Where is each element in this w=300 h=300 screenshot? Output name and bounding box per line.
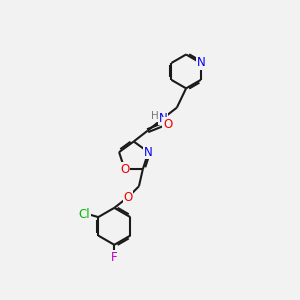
Text: N: N: [144, 146, 153, 159]
Text: N: N: [159, 112, 167, 125]
Text: Cl: Cl: [79, 208, 90, 220]
Text: H: H: [152, 111, 159, 121]
Text: N: N: [196, 56, 205, 69]
Text: O: O: [163, 118, 172, 131]
Text: O: O: [120, 163, 129, 176]
Text: F: F: [111, 250, 118, 264]
Text: O: O: [124, 190, 133, 204]
